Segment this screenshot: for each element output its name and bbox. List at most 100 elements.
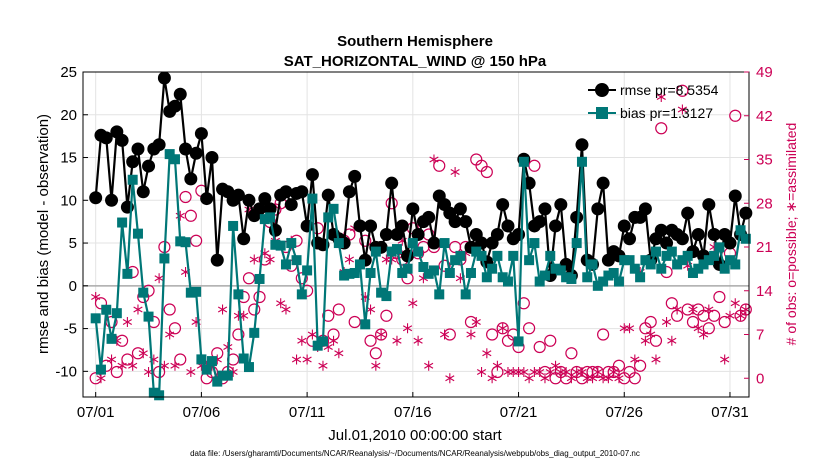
- bias-point: [212, 376, 223, 387]
- possible-obs-point: [116, 334, 129, 347]
- footnote: data file: /Users/gharamti/Documents/NCA…: [190, 449, 640, 458]
- bias-point: [730, 259, 741, 270]
- bias-point: [698, 259, 709, 270]
- bias-point: [428, 265, 439, 276]
- assimilated-obs-point: [577, 367, 587, 377]
- bias-point: [571, 238, 582, 249]
- bias-point: [444, 267, 455, 278]
- possible-obs-point: [702, 322, 715, 335]
- rmse-point: [205, 151, 219, 165]
- rmse-point: [342, 185, 356, 199]
- x-tick-label: 07/21: [500, 404, 538, 421]
- rmse-point: [448, 215, 462, 229]
- bias-point: [169, 154, 180, 165]
- bias-point: [328, 203, 339, 214]
- assimilated-obs-point: [476, 367, 487, 377]
- legend-rmse-label: rmse pr=8.5354: [620, 82, 719, 98]
- rmse-point: [184, 172, 198, 186]
- possible-obs-point: [110, 365, 123, 379]
- obs-layer: [89, 84, 752, 385]
- rmse-point: [691, 228, 705, 241]
- y-tick-label: -10: [55, 363, 77, 380]
- bias-point: [682, 250, 693, 261]
- assimilated-obs-point: [609, 367, 619, 377]
- possible-obs-point: [676, 84, 689, 97]
- y-tick-label: 15: [60, 150, 77, 167]
- bias-point: [333, 238, 344, 249]
- bias-point: [492, 250, 503, 261]
- bias-point: [138, 287, 149, 298]
- possible-obs-point: [375, 328, 388, 341]
- bias-point: [243, 362, 254, 373]
- rmse-point: [263, 202, 277, 216]
- assimilated-obs-point: [693, 323, 703, 334]
- bias-point: [650, 246, 661, 257]
- rmse-point: [353, 219, 367, 233]
- assimilated-obs-point: [445, 373, 455, 384]
- bias-point: [122, 268, 133, 279]
- possible-obs-point: [295, 272, 308, 285]
- bias-point: [249, 327, 260, 338]
- rmse-point: [591, 202, 605, 216]
- assimilated-obs-point: [535, 367, 545, 377]
- y-tick-label: 0: [69, 278, 77, 295]
- possible-obs-point: [232, 328, 245, 341]
- bias-point: [191, 286, 202, 297]
- assimilated-obs-point: [117, 360, 127, 371]
- x-tick-label: 07/06: [183, 404, 221, 421]
- rmse-point: [321, 188, 335, 202]
- bias-point: [217, 370, 228, 381]
- bias-point: [666, 246, 677, 257]
- assimilated-obs-point: [561, 367, 571, 377]
- assimilated-obs-point: [677, 104, 688, 115]
- rmse-point: [231, 188, 245, 202]
- bias-point: [423, 268, 434, 279]
- possible-obs-point: [665, 297, 678, 310]
- bias-point: [693, 263, 704, 274]
- bias-point: [598, 276, 609, 287]
- possible-obs-point: [168, 322, 182, 335]
- rmse-point: [411, 228, 425, 241]
- bias-point: [508, 250, 519, 261]
- assimilated-obs-point: [281, 304, 291, 315]
- possible-obs-point: [597, 328, 610, 341]
- bias-point: [275, 240, 286, 251]
- assimilated-obs-point: [672, 304, 682, 315]
- possible-obs-point: [523, 322, 536, 335]
- bias-point: [407, 238, 418, 249]
- bias-point: [402, 263, 413, 274]
- rmse-point: [406, 202, 420, 216]
- possible-obs-point: [359, 234, 372, 247]
- assimilated-obs-point: [545, 367, 555, 377]
- rmse-point: [348, 169, 362, 183]
- bias-point: [592, 280, 603, 291]
- bias-point: [582, 272, 593, 283]
- bias-point: [127, 174, 138, 185]
- rmse-point: [279, 185, 293, 199]
- y-tick-label: 5: [69, 235, 77, 252]
- assimilated-obs-point: [128, 360, 138, 371]
- rmse-point: [427, 236, 441, 250]
- assimilated-obs-point: [159, 360, 170, 371]
- y-axis-ticks: -10 -5 0 5 10 15 20 25: [55, 64, 88, 380]
- assimilated-obs-point: [96, 373, 106, 384]
- legend: rmse pr=8.5354 bias pr=1.3127: [588, 82, 719, 121]
- bias-point: [238, 353, 249, 364]
- bias-point: [629, 263, 640, 274]
- rmse-point: [142, 159, 156, 173]
- possible-obs-point: [718, 315, 731, 329]
- series-layer: [89, 71, 753, 401]
- bias-point: [672, 259, 683, 270]
- possible-obs-point: [612, 359, 626, 372]
- assimilated-obs-point: [482, 348, 492, 359]
- plot-frame: [82, 71, 750, 398]
- assimilated-obs-point: [471, 317, 481, 327]
- bias-point: [90, 313, 101, 324]
- assimilated-obs-point: [698, 329, 709, 340]
- assimilated-obs-point: [344, 254, 355, 265]
- rmse-point: [533, 215, 547, 229]
- bias-point: [518, 156, 529, 167]
- bias-point: [148, 387, 159, 398]
- rmse-point: [459, 215, 473, 229]
